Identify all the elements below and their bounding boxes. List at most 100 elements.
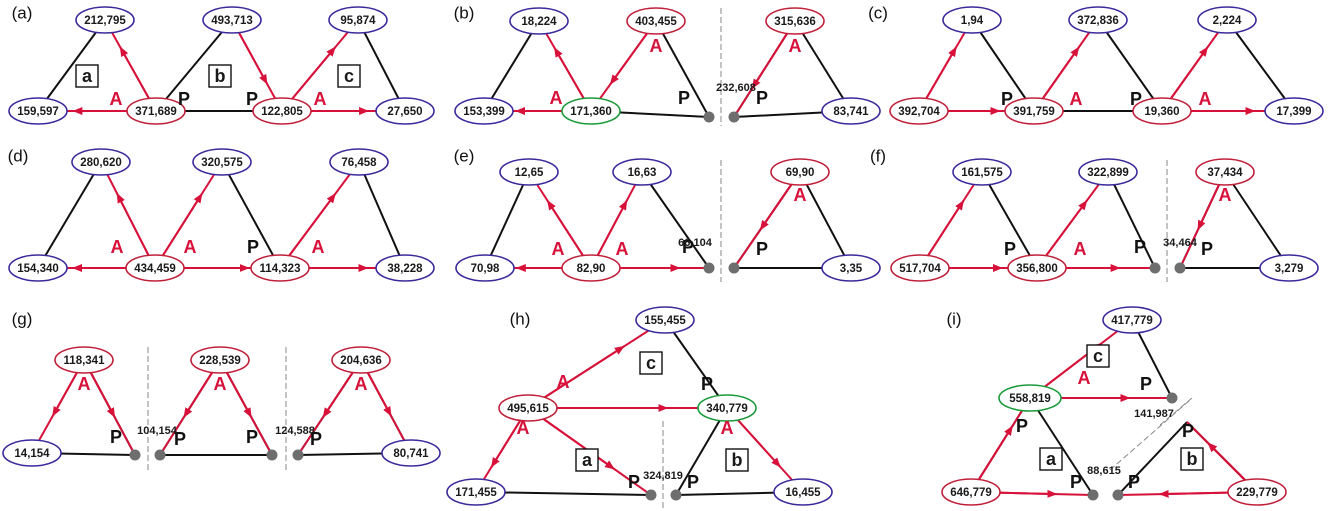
node-value: 154,340: [17, 263, 59, 275]
node-value: 171,360: [570, 106, 612, 118]
node-value: 340,779: [706, 403, 748, 415]
module-label: b: [1187, 449, 1198, 469]
type-label: P: [1182, 421, 1194, 441]
panel-label: (e): [454, 146, 475, 165]
type-label: P: [1016, 416, 1028, 436]
type-label: A: [110, 89, 123, 109]
edge: [358, 20, 405, 111]
node-value: 76,458: [341, 157, 377, 169]
junction-dot: [130, 450, 141, 461]
junction-dot: [704, 263, 715, 274]
panel-g: (g) 118,341 228,539 204,636 14,154 80,741 A A A P…: [3, 309, 440, 470]
type-label: A: [517, 418, 530, 438]
type-label: P: [110, 427, 122, 447]
type-label: A: [721, 418, 734, 438]
sum-value: 66,104: [678, 237, 713, 249]
edge: [1225, 172, 1289, 268]
edge: [484, 21, 539, 111]
junction-dot: [729, 263, 740, 274]
edge: [795, 21, 851, 111]
node-value: 122,805: [261, 106, 303, 118]
sum-value: 324,819: [643, 470, 683, 482]
node-value: 18,224: [521, 16, 557, 28]
type-label: P: [1140, 374, 1152, 394]
type-label: P: [246, 89, 258, 109]
type-label: P: [1130, 89, 1142, 109]
type-label: A: [184, 237, 197, 257]
node-value: 27,650: [387, 106, 422, 118]
edge: [359, 162, 405, 268]
node-value: 392,704: [898, 106, 940, 118]
panel-label: (i): [946, 309, 961, 328]
type-label: A: [355, 374, 368, 394]
node-value: 83,741: [833, 106, 869, 118]
node-value: 171,455: [455, 487, 497, 499]
junction-dot: [671, 490, 682, 501]
type-label: P: [687, 472, 699, 492]
type-label: A: [650, 36, 663, 56]
sum-value: 232,608: [716, 82, 756, 94]
type-label: P: [1201, 239, 1213, 259]
edge: [38, 162, 101, 268]
type-label: P: [1134, 237, 1146, 257]
node-value: 161,575: [961, 167, 1003, 179]
type-label: A: [794, 185, 807, 205]
panel-c: (c) 1,94 372,836 2,224 392,704 391,759 19,360 1…: [868, 3, 1323, 124]
type-label: A: [557, 372, 570, 392]
node-value: 114,323: [260, 263, 301, 275]
node-value: 315,636: [774, 16, 816, 28]
node-value: 372,836: [1077, 15, 1119, 27]
panel-label: (g): [12, 309, 33, 328]
type-label: P: [246, 427, 258, 447]
type-label: A: [552, 239, 565, 259]
junction-dot: [704, 112, 715, 123]
sum-value: 104,154: [137, 425, 178, 437]
junction-dot: [646, 490, 657, 501]
edge: [1227, 20, 1294, 111]
junction-dot: [267, 450, 278, 461]
type-label: P: [701, 374, 713, 394]
module-label: b: [732, 450, 743, 470]
type-label: P: [247, 237, 259, 257]
junction-dot: [293, 450, 304, 461]
panel-label: (f): [870, 146, 886, 165]
type-label: P: [178, 89, 190, 109]
node-value: 2,224: [1213, 15, 1242, 27]
module-label: a: [1046, 449, 1057, 469]
module-label: c: [344, 66, 354, 86]
type-label: P: [1001, 89, 1013, 109]
edge: [1108, 172, 1155, 268]
node-value: 320,575: [201, 157, 243, 169]
type-label: A: [78, 374, 91, 394]
node-value: 69,90: [786, 167, 815, 179]
junction-dot: [155, 450, 166, 461]
edge: [800, 172, 851, 268]
type-label: P: [1004, 239, 1016, 259]
node-value: 12,65: [515, 167, 544, 179]
type-label: P: [628, 472, 640, 492]
node-value: 16,63: [628, 167, 657, 179]
panel-h: (h) 155,455495,615 340,779171,455 16,455ca b…: [447, 307, 832, 511]
module-label: c: [1093, 346, 1103, 366]
type-label: A: [111, 237, 124, 257]
type-label: A: [214, 374, 227, 394]
junction-dot: [1175, 263, 1186, 274]
junction-dot: [1113, 490, 1124, 501]
node-value: 70,98: [471, 263, 500, 275]
panel-d: (d) 280,620 320,575 76,458 154,340 434,459 114…: [8, 146, 434, 281]
module-label: a: [82, 66, 93, 86]
panel-label: (c): [868, 3, 888, 22]
node-value: 322,899: [1087, 167, 1129, 179]
type-label: A: [616, 239, 629, 259]
module-label: c: [646, 353, 656, 373]
node-value: 1,94: [961, 15, 984, 27]
type-label: P: [678, 88, 690, 108]
type-label: A: [550, 88, 563, 108]
node-value: 3,35: [840, 263, 863, 275]
node-value: 38,228: [387, 263, 423, 275]
type-label: A: [1199, 89, 1212, 109]
junction-dot: [729, 112, 740, 123]
panel-i: (i) 417,779 558,819 646,779 229,779 c a b A P P P P P…: [942, 307, 1286, 505]
node-value: 517,704: [899, 263, 941, 275]
